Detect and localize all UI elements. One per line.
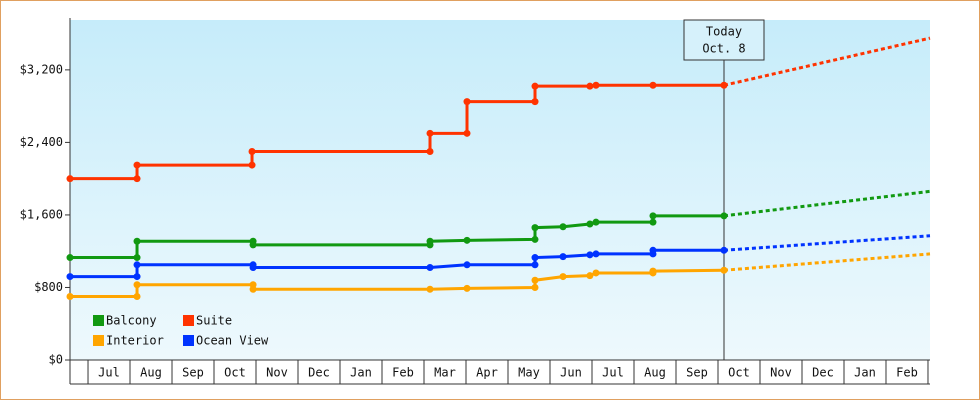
point: [463, 284, 471, 292]
point: [531, 235, 539, 243]
point: [66, 175, 74, 183]
point: [649, 212, 657, 220]
point: [720, 81, 728, 89]
x-tick-label: Jul: [602, 366, 624, 380]
point: [66, 254, 74, 262]
point: [531, 261, 539, 269]
point: [249, 264, 257, 272]
point: [133, 175, 141, 183]
point: [248, 161, 256, 169]
y-tick-label: $2,400: [20, 135, 63, 149]
point: [649, 218, 657, 226]
point: [133, 254, 141, 262]
x-tick-label: Jan: [854, 366, 876, 380]
point: [720, 212, 728, 220]
x-tick-label: Mar: [434, 366, 456, 380]
x-tick-label: Jul: [98, 366, 120, 380]
series-line: [70, 214, 724, 260]
point: [559, 253, 567, 261]
legend-swatch: [183, 335, 194, 346]
point: [133, 281, 141, 289]
point: [586, 82, 594, 90]
x-tick-label: Sep: [182, 366, 204, 380]
x-tick-label: Aug: [644, 366, 666, 380]
legend-swatch: [183, 315, 194, 326]
point: [649, 267, 657, 275]
point: [426, 129, 434, 137]
point: [649, 81, 657, 89]
point: [531, 276, 539, 284]
point: [592, 269, 600, 277]
point: [592, 81, 600, 89]
legend-label: Ocean View: [196, 334, 269, 348]
forecast-line: [723, 36, 931, 87]
legend-swatch: [93, 315, 104, 326]
point: [559, 223, 567, 231]
x-tick-label: Dec: [308, 366, 330, 380]
legend-label: Suite: [196, 314, 232, 328]
point: [463, 236, 471, 244]
point: [426, 237, 434, 245]
point: [426, 285, 434, 293]
x-tick-label: Jun: [560, 366, 582, 380]
y-tick-label: $3,200: [20, 62, 63, 76]
point: [531, 254, 539, 262]
today-label: Oct. 8: [702, 42, 745, 56]
point: [463, 98, 471, 106]
point: [249, 241, 257, 249]
today-label: Today: [706, 25, 742, 39]
point: [133, 161, 141, 169]
point: [531, 224, 539, 232]
x-tick-label: Feb: [896, 366, 918, 380]
point: [720, 246, 728, 254]
point: [586, 272, 594, 280]
point: [249, 285, 257, 293]
point: [592, 218, 600, 226]
point: [531, 82, 539, 90]
point: [463, 261, 471, 269]
point: [133, 237, 141, 245]
today-box: [683, 19, 765, 61]
point: [720, 266, 728, 274]
x-tick-label: May: [518, 366, 540, 380]
y-tick-label: $0: [49, 353, 63, 367]
x-tick-label: Feb: [392, 366, 414, 380]
x-tick-label: Sep: [686, 366, 708, 380]
point: [426, 147, 434, 155]
point: [463, 129, 471, 137]
x-tick-label: Apr: [476, 366, 498, 380]
x-tick-label: Oct: [728, 366, 750, 380]
point: [133, 293, 141, 301]
point: [592, 250, 600, 258]
point: [426, 264, 434, 272]
point: [133, 273, 141, 281]
legend-label: Balcony: [106, 314, 157, 328]
point: [248, 147, 256, 155]
point: [133, 261, 141, 269]
point: [559, 273, 567, 281]
y-tick-label: $800: [34, 280, 63, 294]
x-tick-label: Nov: [266, 366, 288, 380]
point: [531, 283, 539, 291]
point: [586, 251, 594, 259]
legend-swatch: [93, 335, 104, 346]
point: [531, 98, 539, 106]
x-tick-label: Dec: [812, 366, 834, 380]
x-tick-label: Jan: [350, 366, 372, 380]
point: [66, 273, 74, 281]
x-tick-label: Oct: [224, 366, 246, 380]
point: [649, 246, 657, 254]
point: [586, 220, 594, 228]
x-tick-label: Aug: [140, 366, 162, 380]
legend-label: Interior: [106, 334, 164, 348]
point: [66, 293, 74, 301]
plot-area: [70, 20, 930, 360]
y-tick-label: $1,600: [20, 207, 63, 221]
x-tick-label: Nov: [770, 366, 792, 380]
